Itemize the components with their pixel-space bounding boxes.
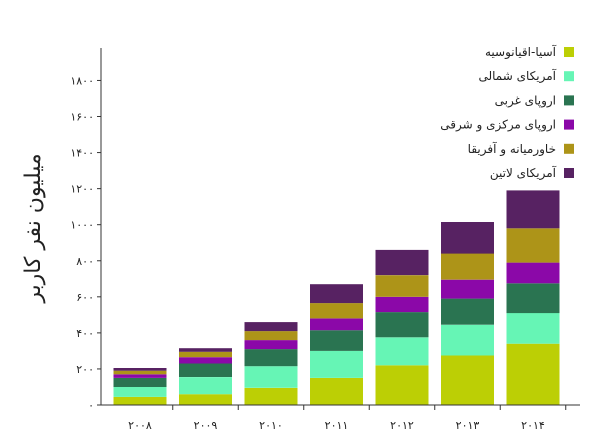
y-tick-label: ۱۴۰۰: [70, 147, 94, 160]
bar-segment-2-6: [441, 324, 494, 356]
y-tick-label: ۶۰۰: [76, 291, 94, 304]
bar-segment-4-7: [506, 262, 560, 284]
x-tick-label: ۲۰۰۹: [194, 419, 218, 432]
bar-segment-5-5: [375, 275, 429, 297]
y-axis-label: میلیون نفر کاربر: [21, 153, 46, 303]
bar-segment-5-1: [113, 370, 167, 375]
bar-segment-1-2: [179, 394, 232, 405]
bar-segment-3-5: [375, 312, 429, 338]
bar-segment-3-2: [179, 363, 232, 377]
bar-segment-2-7: [506, 313, 560, 344]
bar-segment-2-4: [310, 350, 363, 378]
bar-segment-1-4: [310, 378, 363, 405]
x-tick-label: ۲۰۱۴: [521, 419, 545, 432]
bar-segment-4-3: [244, 340, 298, 350]
bar-segment-5-7: [506, 228, 560, 263]
legend-label: آمریکای شمالی: [478, 68, 556, 84]
bar-segment-5-6: [441, 253, 494, 280]
bar-segment-2-3: [244, 366, 298, 388]
bar-segment-6-2: [179, 348, 232, 352]
y-tick-label: ۲۰۰: [76, 363, 94, 376]
x-tick-label: ۲۰۰۸: [128, 419, 152, 432]
bar-segment-2-1: [113, 387, 167, 397]
bar-segment-6-6: [441, 222, 494, 254]
bar-segment-3-4: [310, 330, 363, 351]
bar-segment-1-1: [113, 396, 167, 405]
x-tick-label: ۲۰۱۳: [456, 419, 480, 432]
y-tick-label: ۰: [88, 399, 94, 412]
bar-segment-1-7: [506, 343, 560, 405]
legend-label: اروپای غربی: [495, 93, 556, 108]
bar-segment-4-4: [310, 318, 363, 331]
bar-segment-4-1: [113, 374, 167, 378]
bar-segment-3-3: [244, 349, 298, 367]
legend-swatch: [564, 47, 574, 57]
bar-segment-3-1: [113, 378, 167, 387]
legend-label: اروپای مرکزی و شرقی: [440, 118, 556, 133]
bar-segment-1-5: [375, 365, 429, 405]
bar-segment-6-5: [375, 249, 429, 276]
legend-label: آمریکای لاتین: [490, 165, 557, 181]
axes-group: ۰ ۲۰۰ ۴۰۰ ۶۰۰ ۸۰۰ ۱۰۰۰ ۱۲۰۰ ۱۴۰۰ ۱۶۰۰ ۱۸۰۰ ۲۰۰۸ ۲۰۰…: [70, 48, 580, 432]
bar-segment-4-2: [179, 357, 232, 364]
y-tick-label: ۱۰۰۰: [70, 219, 94, 232]
legend-label: آسیا-اقیانوسیه: [485, 44, 557, 60]
bar-segment-3-7: [506, 283, 560, 314]
bar-segment-2-2: [179, 377, 232, 395]
bar-segment-1-6: [441, 355, 494, 405]
bar-segment-4-6: [441, 279, 494, 299]
y-tick-label: ۱۸۰۰: [70, 74, 94, 87]
bar-segment-4-5: [375, 296, 429, 313]
legend-swatch: [564, 95, 574, 106]
bar-segment-5-4: [310, 303, 363, 319]
x-tick-label: ۲۰۱۱: [325, 419, 349, 432]
bar-segment-1-3: [244, 387, 298, 405]
legend-swatch: [564, 168, 574, 178]
bar-segment-6-1: [113, 368, 167, 371]
bar-segment-6-7: [506, 190, 560, 229]
y-tick-label: ۱۲۰۰: [70, 183, 94, 196]
bars-group: [113, 190, 560, 405]
x-tick-label: ۲۰۱۲: [390, 419, 414, 432]
bar-segment-2-5: [375, 337, 429, 366]
bar-segment-5-3: [244, 331, 298, 341]
x-tick-label: ۲۰۱۰: [259, 419, 283, 432]
bar-segment-6-3: [244, 322, 298, 332]
legend-swatch: [564, 71, 574, 82]
y-tick-label: ۱۶۰۰: [70, 111, 94, 124]
bar-segment-5-2: [179, 351, 232, 358]
y-tick-label: ۸۰۰: [76, 255, 94, 268]
legend-swatch: [564, 119, 574, 130]
y-tick-label: ۴۰۰: [76, 327, 94, 340]
legend-swatch: [564, 143, 574, 154]
bar-segment-3-6: [441, 298, 494, 325]
legend: آسیا-اقیانوسیه آمریکای شمالی اروپای غربی ار…: [440, 44, 574, 181]
bar-segment-6-4: [310, 284, 363, 304]
legend-label: خاورمیانه و آفریقا: [468, 141, 556, 157]
